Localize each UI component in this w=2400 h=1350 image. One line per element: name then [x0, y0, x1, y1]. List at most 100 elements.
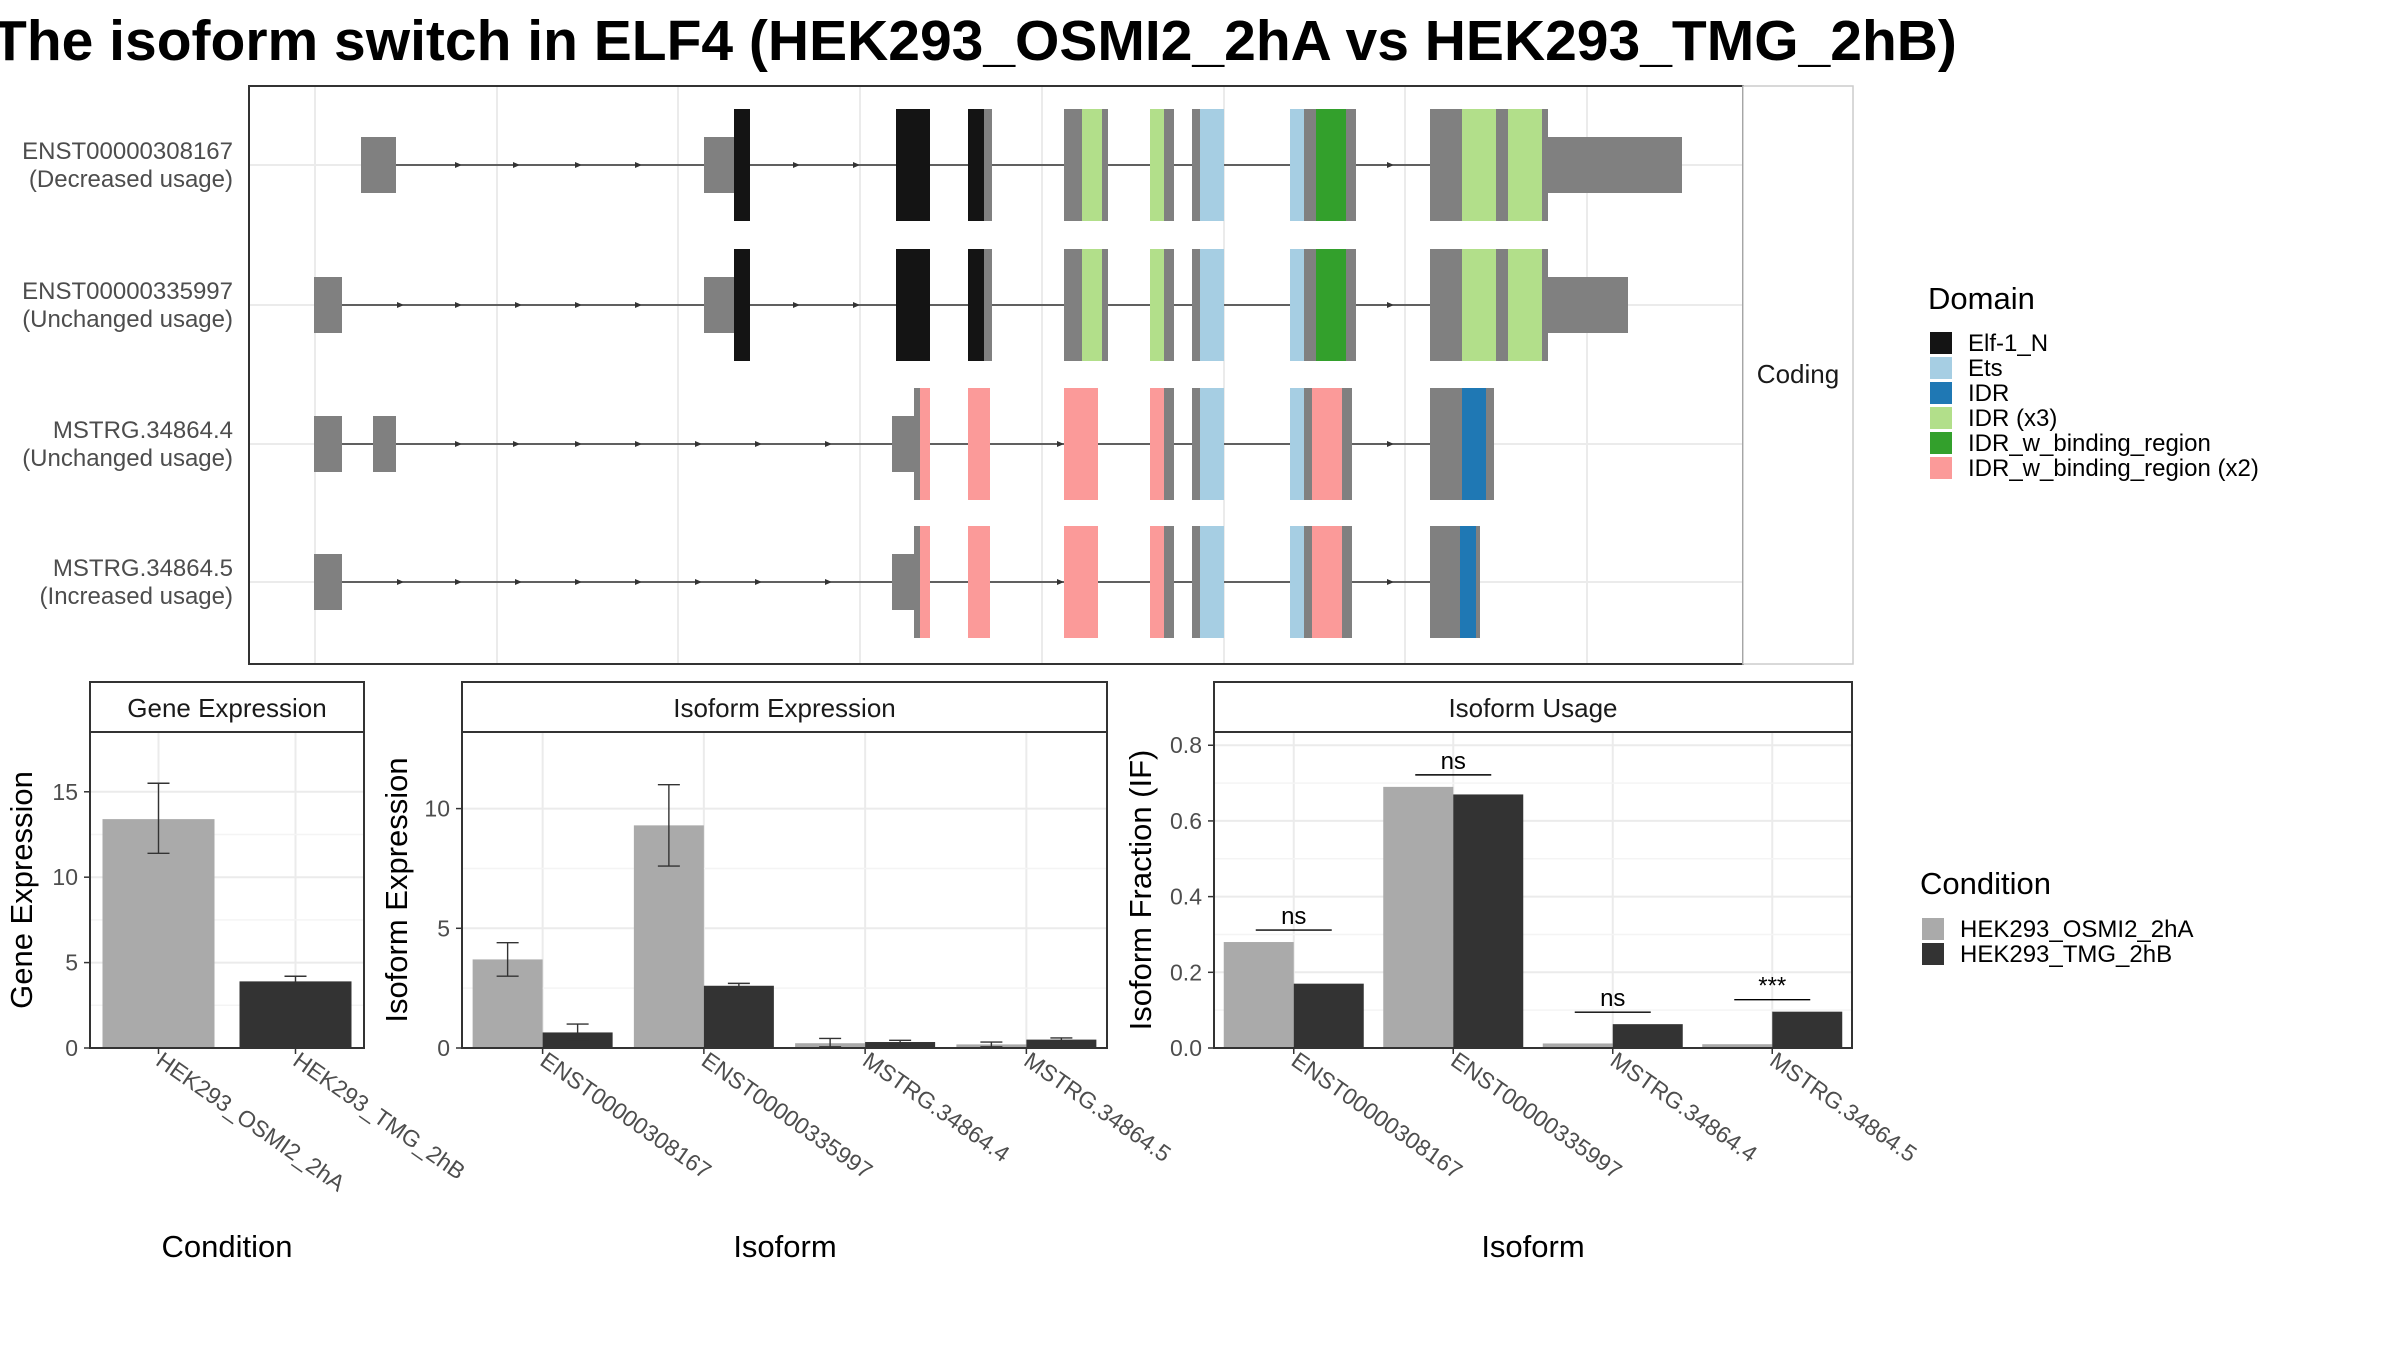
transcript-usage-label: (Increased usage): [40, 583, 233, 610]
strand-arrow: [695, 579, 702, 585]
y-tick-label: 0: [437, 1035, 450, 1061]
domain-segment: [1064, 388, 1098, 500]
utr-exon: [314, 554, 342, 610]
coding-exon: [1164, 249, 1174, 361]
coding-exon: [1496, 249, 1508, 361]
domain-legend-swatch: [1930, 332, 1952, 354]
strand-arrow: [513, 162, 520, 168]
domain-segment: [1200, 249, 1224, 361]
y-tick-label: 5: [65, 950, 78, 976]
domain-legend-label: IDR_w_binding_region: [1968, 430, 2211, 457]
panel-title: Isoform Usage: [1448, 693, 1617, 723]
domain-segment: [1082, 109, 1102, 221]
strand-arrow: [635, 302, 642, 308]
coding-exon: [1496, 109, 1508, 221]
x-axis-title: Condition: [162, 1229, 293, 1264]
domain-segment: [968, 249, 984, 361]
y-axis-title: Gene Expression: [4, 771, 39, 1009]
strand-arrow: [455, 302, 462, 308]
y-tick-label: 5: [437, 915, 450, 941]
utr-exon: [1548, 137, 1682, 193]
coding-exon: [984, 249, 992, 361]
bar: [1383, 786, 1454, 1048]
strand-arrow: [575, 579, 582, 585]
strand-arrow: [853, 302, 860, 308]
error-bar: [147, 782, 170, 854]
coding-exon: [1164, 526, 1174, 638]
x-axis-title: Isoform: [733, 1229, 836, 1264]
transcript-id-label: ENST00000308167: [22, 138, 233, 165]
panel-title-strip: [461, 681, 1108, 733]
utr-exon: [314, 416, 342, 472]
domain-segment: [1082, 249, 1102, 361]
x-tick-label: MSTRG.34864.4: [858, 1047, 1014, 1167]
error-bar: [657, 783, 680, 867]
coding-exon: [1304, 526, 1312, 638]
strand-arrow: [825, 441, 832, 447]
x-tick-label: ENST00000335997: [697, 1047, 877, 1184]
strand-arrow: [1057, 579, 1064, 585]
significance-label: ns: [1441, 748, 1466, 775]
strand-arrow: [1387, 302, 1394, 308]
y-tick-label: 10: [52, 864, 78, 890]
y-tick-label: 15: [52, 779, 78, 805]
domain-segment: [1150, 249, 1164, 361]
domain-segment: [1150, 526, 1164, 638]
bar: [1772, 1011, 1843, 1048]
domain-segment: [1064, 526, 1098, 638]
strand-arrow: [635, 579, 642, 585]
utr-exon: [704, 137, 734, 193]
significance-annotation: ***: [1734, 973, 1811, 1001]
condition-legend-title: Condition: [1920, 866, 2051, 901]
domain-segment: [1462, 388, 1486, 500]
utr-exon: [704, 277, 734, 333]
transcript-id-label: MSTRG.34864.4: [53, 417, 233, 444]
coding-exon: [1192, 526, 1200, 638]
error-bar: [496, 941, 519, 977]
coding-exon: [1542, 109, 1548, 221]
domain-segment: [1290, 109, 1304, 221]
x-tick-label: MSTRG.34864.4: [1606, 1047, 1762, 1167]
bar: [1702, 1044, 1773, 1048]
strand-arrow: [1387, 579, 1394, 585]
utr-exon: [1548, 277, 1628, 333]
domain-segment: [1290, 388, 1304, 500]
bar: [239, 981, 352, 1048]
strand-arrow: [635, 441, 642, 447]
domain-legend-swatch: [1930, 432, 1952, 454]
domain-segment: [1462, 109, 1496, 221]
domain-legend-label: IDR: [1968, 380, 2009, 407]
domain-segment: [920, 526, 930, 638]
bar: [1612, 1024, 1683, 1048]
bar: [102, 819, 215, 1048]
domain-segment: [968, 388, 990, 500]
coding-exon: [1430, 109, 1462, 221]
strand-arrow: [755, 579, 762, 585]
bar-plot-area: [462, 732, 1107, 1048]
strand-arrow: [455, 441, 462, 447]
strand-arrow: [695, 441, 702, 447]
coding-exon: [1430, 249, 1462, 361]
y-tick-label: 0: [65, 1035, 78, 1061]
coding-exon: [1192, 249, 1200, 361]
coding-exon: [1164, 109, 1174, 221]
error-bar: [566, 1023, 589, 1041]
transcript-track: [314, 249, 1628, 361]
transcript-track: [314, 388, 1494, 500]
coding-exon: [1430, 526, 1460, 638]
transcript-id-label: MSTRG.34864.5: [53, 555, 233, 582]
utr-exon: [892, 416, 914, 472]
coding-exon: [1346, 109, 1356, 221]
domain-legend-label: Ets: [1968, 355, 2003, 382]
transcript-track: [314, 526, 1480, 638]
domain-segment: [968, 109, 984, 221]
domain-segment: [1290, 526, 1304, 638]
domain-segment: [1508, 109, 1542, 221]
bar: [1223, 942, 1294, 1048]
bar: [1293, 983, 1364, 1048]
domain-segment: [1316, 249, 1346, 361]
domain-legend-label: IDR (x3): [1968, 405, 2057, 432]
